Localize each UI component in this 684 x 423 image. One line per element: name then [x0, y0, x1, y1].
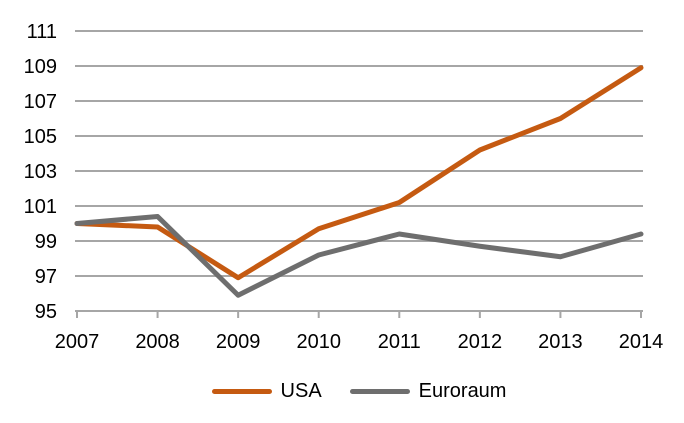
- x-axis-tick-label: 2012: [458, 331, 503, 353]
- x-axis-tick-label: 2011: [378, 331, 421, 353]
- y-axis-tick-label: 111: [27, 21, 57, 43]
- usa-line: [74, 65, 644, 281]
- y-axis-tick-label: 107: [24, 91, 57, 113]
- y-axis-tick-label: 101: [24, 196, 57, 218]
- euroraum-legend-label: Euroraum: [418, 380, 507, 402]
- euroraum-line: [74, 214, 644, 298]
- legend-item-euroraum: Euroraum: [349, 380, 507, 402]
- y-axis-tick-label: 105: [24, 126, 57, 148]
- x-axis-tick-label: 2013: [538, 331, 583, 353]
- legend-item-usa: USA: [211, 380, 322, 402]
- x-axis-tick-label: 2009: [216, 331, 261, 353]
- x-axis-tick-label: 2008: [135, 331, 180, 353]
- y-axis-tick-label: 103: [24, 161, 57, 183]
- x-axis-tick-label: 2010: [296, 331, 341, 353]
- y-axis-tick-label: 97: [35, 266, 57, 288]
- chart-legend: USA Euroraum: [75, 381, 643, 402]
- y-axis-tick-label: 99: [35, 231, 57, 253]
- y-axis-tick-label: 109: [24, 56, 57, 78]
- x-axis-tick-label: 2007: [55, 331, 100, 353]
- y-axis-tick-label: 95: [35, 301, 57, 323]
- usa-legend-label: USA: [280, 380, 322, 402]
- x-axis-tick-label: 2014: [619, 331, 664, 353]
- usa-legend-swatch: [211, 389, 272, 394]
- euroraum-legend-swatch: [349, 389, 410, 394]
